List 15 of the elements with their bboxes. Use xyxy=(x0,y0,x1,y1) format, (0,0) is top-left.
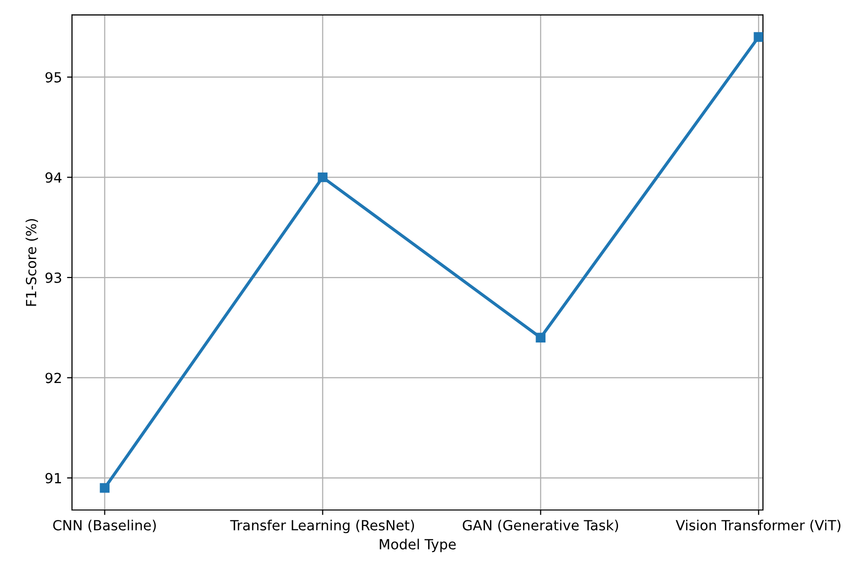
y-tick-label: 91 xyxy=(45,472,61,484)
point xyxy=(100,483,110,493)
y-tick-label: 94 xyxy=(45,172,62,183)
point xyxy=(318,172,328,182)
x-tick-label: CNN (Baseline) xyxy=(53,520,156,532)
x-tick-label: GAN (Generative Task) xyxy=(462,520,618,532)
y-tick-label: 92 xyxy=(45,372,61,384)
point xyxy=(754,32,763,42)
y-tick-label: 93 xyxy=(45,272,62,283)
x-axis-title: Model Type xyxy=(380,538,456,552)
y-tick-label: 95 xyxy=(45,72,62,83)
x-tick-label: Transfer Learning (ResNet) xyxy=(230,520,414,534)
point xyxy=(536,332,546,342)
y-axis-title: F1-Score (%) xyxy=(26,219,38,306)
x-tick-label: Vision Transformer (ViT) xyxy=(676,520,840,532)
